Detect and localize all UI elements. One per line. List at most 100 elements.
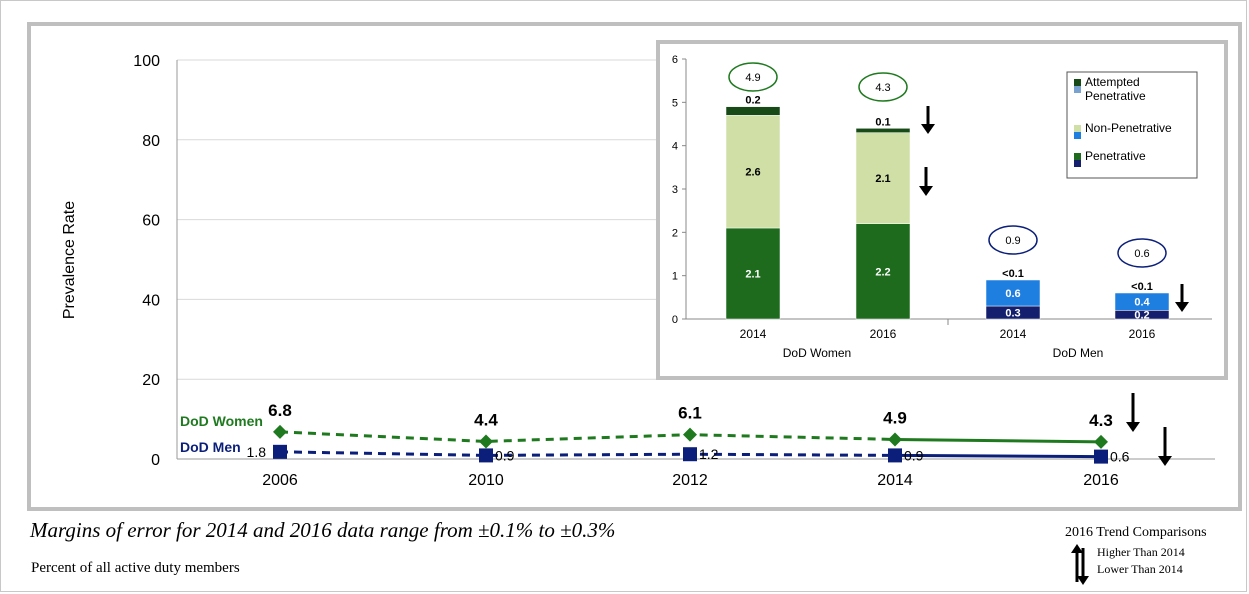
inset-x-tick-label: 2016 — [870, 327, 897, 341]
y-tick-label: 0 — [151, 452, 160, 469]
legend-swatch — [1074, 125, 1081, 132]
inset-segment-label: <0.1 — [1002, 268, 1024, 280]
legend-label: Penetrative — [1085, 89, 1146, 103]
inset-bar-segment — [725, 106, 781, 116]
inset-group-label: DoD Men — [1053, 346, 1104, 360]
inset-bar-segment — [985, 279, 1041, 307]
margin-of-error-note: Margins of error for 2014 and 2016 data … — [30, 518, 616, 542]
inset-y-tick-label: 6 — [672, 54, 678, 66]
y-tick-label: 60 — [142, 213, 160, 230]
trend-key-title: 2016 Trend Comparisons — [1065, 525, 1207, 540]
inset-bar-segment — [855, 128, 911, 133]
inset-x-tick-label: 2014 — [740, 327, 767, 341]
inset-x-tick-label: 2016 — [1129, 327, 1156, 341]
inset-y-tick-label: 1 — [672, 271, 678, 283]
trend-down-arrow-icon — [1158, 427, 1172, 466]
x-tick-label: 2012 — [672, 472, 708, 489]
inset-x-tick-label: 2014 — [1000, 327, 1027, 341]
inset-y-tick-label: 4 — [672, 141, 678, 153]
series-line-trend-segment — [894, 453, 1102, 459]
series-line — [279, 430, 896, 443]
x-tick-label: 2014 — [877, 472, 913, 489]
legend-label: Penetrative — [1085, 149, 1146, 163]
data-label: 4.9 — [883, 408, 907, 427]
legend-swatch — [1074, 86, 1081, 93]
data-point-marker — [888, 448, 902, 463]
data-label: 4.3 — [1089, 411, 1113, 430]
inset-legend-box — [1066, 71, 1198, 179]
inset-trend-down-arrow-icon — [1175, 284, 1189, 312]
inset-segment-label: 0.6 — [1005, 288, 1020, 300]
data-label: 0.9 — [495, 447, 515, 463]
inset-y-tick-label: 3 — [672, 184, 678, 196]
inset-total-oval — [728, 62, 778, 92]
inset-trend-down-arrow-icon — [919, 167, 933, 196]
legend-swatch — [1074, 79, 1081, 86]
data-label: 0.9 — [904, 447, 924, 463]
inset-trend-down-arrow-icon — [921, 106, 935, 134]
inset-total-label: 0.9 — [1005, 235, 1020, 247]
data-point-marker — [273, 424, 287, 439]
trend-key-arrows-icon — [1071, 544, 1089, 585]
data-label: 4.4 — [474, 410, 498, 429]
data-point-marker — [683, 427, 697, 442]
inset-total-label: 4.9 — [745, 72, 760, 84]
inset-segment-label: 0.2 — [745, 95, 760, 107]
inset-segment-label: 0.1 — [875, 116, 890, 128]
legend-label: Attempted — [1085, 75, 1140, 89]
inset-segment-label: 2.6 — [745, 167, 760, 179]
inset-segment-label: 2.2 — [875, 266, 890, 278]
data-point-marker — [273, 444, 287, 459]
data-label: 1.8 — [247, 444, 267, 460]
inset-legend: AttemptedPenetrativeNon-PenetrativePenet… — [1066, 71, 1198, 179]
inset-segment-label: 0.4 — [1134, 297, 1150, 309]
inset-segment-label: 2.1 — [875, 173, 890, 185]
inset-segment-label: <0.1 — [1131, 281, 1153, 293]
inset-bar-segment — [725, 227, 781, 320]
x-tick-label: 2010 — [468, 472, 504, 489]
series-line-trend-segment — [894, 437, 1102, 444]
trend-key-lower: Lower Than 2014 — [1097, 562, 1183, 576]
data-label: 0.6 — [1110, 449, 1130, 465]
legend-label: Non-Penetrative — [1085, 121, 1172, 135]
series-name-label: DoD Men — [180, 439, 241, 455]
inset-total-oval — [1117, 238, 1167, 268]
inset-segment-label: 0.3 — [1005, 308, 1020, 320]
data-label: 6.1 — [678, 404, 702, 423]
data-label: 6.8 — [268, 401, 292, 420]
data-label: 1.2 — [699, 446, 719, 462]
trend-key-higher: Higher Than 2014 — [1097, 545, 1185, 559]
inset-total-oval — [988, 225, 1038, 255]
y-axis-title: Prevalence Rate — [61, 201, 78, 319]
inset-bar-segment — [725, 115, 781, 229]
y-tick-label: 20 — [142, 372, 160, 389]
population-note: Percent of all active duty members — [31, 560, 240, 576]
inset-y-tick-label: 5 — [672, 97, 678, 109]
data-point-marker — [479, 434, 493, 449]
inset-group-label: DoD Women — [783, 346, 851, 360]
inset-segment-label: 2.1 — [745, 269, 760, 281]
series-line — [279, 450, 896, 457]
data-point-marker — [1094, 434, 1108, 449]
y-tick-label: 80 — [142, 133, 160, 150]
inset-total-label: 0.6 — [1134, 248, 1149, 260]
inset-bar-segment — [1114, 292, 1170, 311]
y-tick-label: 100 — [133, 53, 160, 70]
inset-stacked-bar-chart: 0 1 2 3 4 5 6 2014 2016 2014 2016 DoD Women DoD Men 2… — [672, 54, 1212, 360]
inset-y-tick-label: 2 — [672, 227, 678, 239]
inset-total-oval — [858, 72, 908, 102]
inset-bar-segment — [855, 132, 911, 224]
legend-swatch — [1074, 153, 1081, 160]
series-name-label: DoD Women — [180, 413, 263, 429]
trend-down-arrow-icon — [1126, 393, 1140, 432]
data-point-marker — [479, 448, 493, 463]
legend-swatch — [1074, 132, 1081, 139]
x-tick-label: 2006 — [262, 472, 298, 489]
inset-segment-label: 0.2 — [1134, 310, 1149, 322]
legend-swatch — [1074, 160, 1081, 167]
data-point-marker — [1094, 449, 1108, 464]
inset-y-tick-label: 0 — [672, 314, 678, 326]
data-point-marker — [888, 432, 902, 447]
